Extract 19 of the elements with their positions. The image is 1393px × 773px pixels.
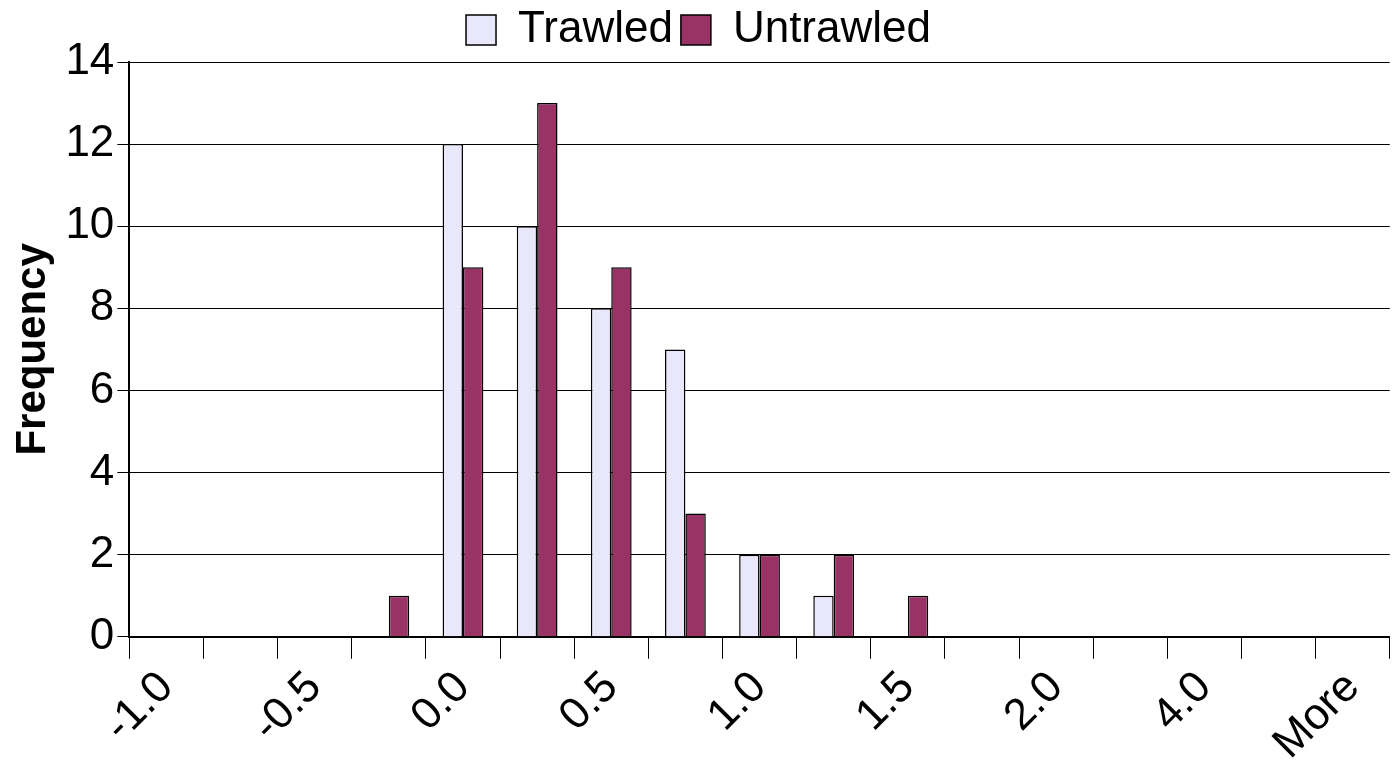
x-tick-label: 1.0 [696, 660, 775, 739]
y-tick-label: 4 [89, 444, 115, 494]
x-tick-label: 0.5 [548, 660, 627, 739]
y-tick-label: 6 [89, 362, 115, 412]
x-tick-label: -0.5 [241, 660, 330, 750]
legend-label: Untrawled [732, 2, 931, 52]
x-tick-label: 1.5 [844, 660, 923, 739]
x-tick-label: 4.0 [1141, 660, 1220, 739]
y-tick-label: 8 [89, 280, 115, 330]
y-tick-label: 0 [89, 608, 115, 658]
x-tick-label: 2.0 [993, 660, 1072, 739]
y-tick-label: 10 [65, 198, 115, 248]
x-tick-label: 0.0 [400, 660, 478, 739]
y-tick-label: 2 [89, 526, 115, 576]
y-tick-label: 14 [65, 34, 115, 84]
y-tick-label: 12 [65, 116, 115, 166]
y-axis-title: Frequency [6, 242, 54, 456]
x-tick-label: -1.0 [93, 660, 182, 750]
legend-label: Trawled [518, 2, 673, 52]
